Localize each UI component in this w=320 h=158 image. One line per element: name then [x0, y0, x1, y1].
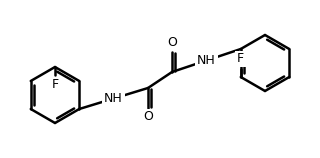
Text: F: F	[52, 79, 59, 91]
Text: O: O	[167, 36, 177, 49]
Text: NH: NH	[197, 54, 216, 67]
Text: NH: NH	[104, 92, 123, 105]
Text: F: F	[237, 52, 244, 66]
Text: O: O	[143, 110, 153, 124]
